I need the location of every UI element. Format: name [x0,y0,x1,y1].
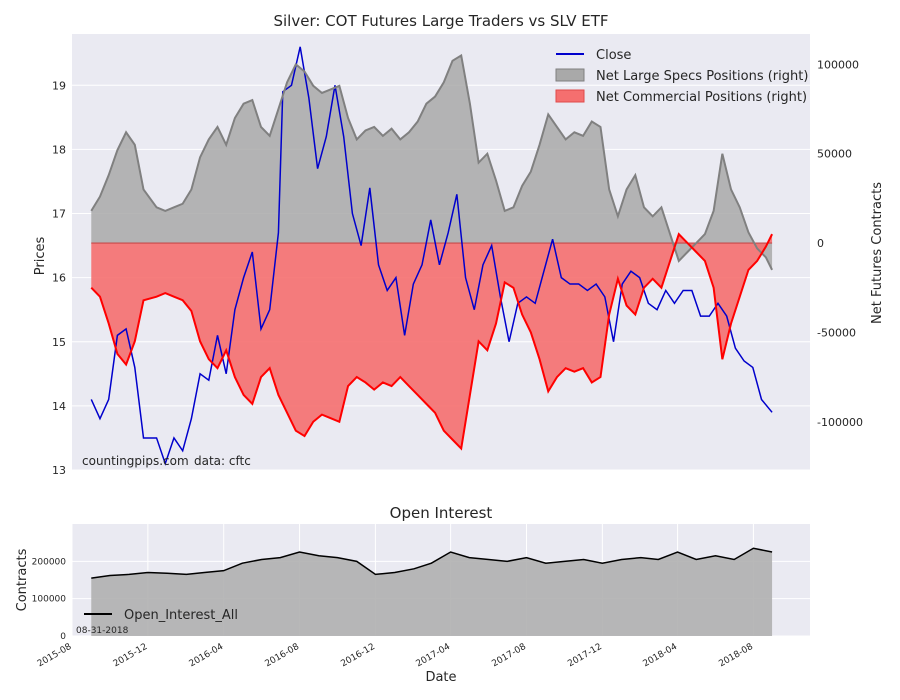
top-series-layer [90,46,773,466]
bottom-axis-ticks: 0 100000 200000 [32,557,67,642]
date-tick-label: 2017-04 [415,642,453,670]
bottom-y-axis-label: Contracts [15,548,30,611]
bottom-tick-label: 200000 [32,557,67,567]
x-axis-label: Date [425,670,456,685]
bottom-tick-label: 100000 [32,595,67,605]
open-interest-area [91,548,773,636]
data-source-annotation: data: cftc [194,454,251,468]
top-chart-title: Silver: COT Futures Large Traders vs SLV… [273,12,608,30]
bottom-tick-label: 0 [60,632,66,642]
legend-close-label: Close [596,48,631,63]
top-left-tick-label: 13 [52,464,66,477]
top-left-tick-label: 19 [52,79,66,92]
date-tick-label: 2018-08 [717,642,755,670]
date-tick-label: 2017-08 [490,642,528,670]
top-right-tick-label: 50000 [817,148,852,161]
date-tick-label: 2017-12 [566,642,604,669]
source-annotation: countingpips.com [82,454,189,468]
date-tick-label: 2016-12 [339,642,377,669]
top-right-tick-label: -100000 [817,416,863,429]
legend-open-interest-label: Open_Interest_All [124,608,238,623]
open-interest-chart: 0 100000 200000 2015-08 2015-12 2016-04 2016-… [15,504,810,685]
legend-commercial-label: Net Commercial Positions (right) [596,90,807,105]
specs-line [90,53,773,271]
top-legend: Close Net Large Specs Positions (right) … [555,48,808,105]
top-right-tick-label: -50000 [817,326,856,339]
top-left-axis-label: Prices [33,237,48,276]
legend-specs-swatch [555,68,585,82]
top-left-tick-label: 17 [52,208,66,221]
date-tick-label: 2016-04 [188,642,226,670]
date-tick-label: 2015-12 [112,642,150,669]
report-date-label: 08-31-2018 [76,626,129,636]
date-tick-label: 2016-08 [263,642,301,670]
date-tick-label: 2018-04 [641,642,679,670]
top-right-tick-label: 100000 [817,58,859,71]
open-interest-line [91,547,773,579]
date-axis-ticks: 2015-08 2015-12 2016-04 2016-08 2016-12 2017-… [36,642,755,670]
price-cot-chart: 13 14 15 16 17 18 19 100000 50000 0 -50000 -100000… [33,12,885,477]
commercial-area [91,234,773,449]
top-right-axis-ticks: 100000 50000 0 -50000 -100000 [817,58,863,428]
top-left-tick-label: 16 [52,272,66,285]
specs-area [91,55,773,270]
top-left-tick-label: 14 [52,400,66,413]
bottom-legend: Open_Interest_All [84,608,238,623]
date-tick-label: 2015-08 [36,642,74,670]
close-line [90,46,773,466]
commercial-line [90,232,773,451]
top-right-tick-label: 0 [817,237,824,250]
bottom-chart-title: Open Interest [390,504,493,522]
top-right-axis-label: Net Futures Contracts [870,182,885,324]
top-left-tick-label: 15 [52,336,66,349]
bottom-series-layer [91,547,773,636]
legend-specs-label: Net Large Specs Positions (right) [596,69,808,84]
top-left-tick-label: 18 [52,143,66,156]
legend-commercial-swatch [555,89,585,103]
top-left-axis-ticks: 13 14 15 16 17 18 19 [52,79,66,477]
